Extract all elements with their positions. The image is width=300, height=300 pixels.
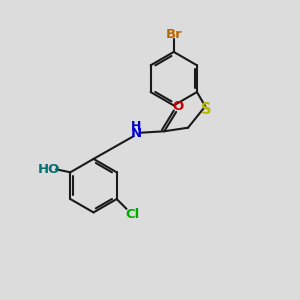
Text: Cl: Cl [125, 208, 139, 221]
Text: H: H [131, 120, 141, 133]
Text: O: O [172, 100, 183, 113]
Text: HO: HO [38, 163, 60, 176]
Text: S: S [201, 102, 212, 117]
Text: N: N [130, 128, 142, 140]
Text: Br: Br [165, 28, 182, 40]
